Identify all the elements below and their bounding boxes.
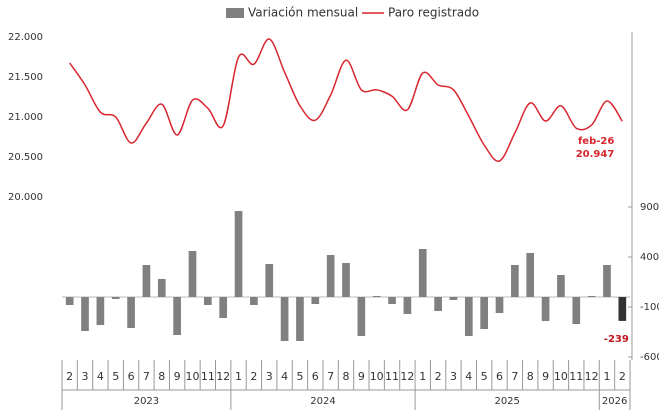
bar [173, 297, 181, 335]
x-tick-label: 10 [554, 370, 568, 383]
data-label: 20.947 [576, 149, 615, 160]
x-tick-label: 1 [235, 370, 242, 383]
bar [372, 296, 381, 297]
bar [250, 297, 258, 305]
x-group-label: 2023 [134, 396, 159, 407]
x-tick-label: 3 [82, 370, 89, 383]
x-tick-label: 12 [400, 370, 414, 383]
y-tick-label: 22.000 [8, 32, 43, 43]
bar [449, 297, 458, 300]
bar [265, 264, 274, 297]
legend-label: Paro registrado [388, 6, 479, 20]
bar [311, 297, 320, 304]
bar [526, 253, 535, 297]
bar [157, 279, 166, 297]
bar [357, 297, 366, 336]
bar [280, 297, 289, 341]
bar [495, 297, 504, 313]
y-tick-label: 20.500 [8, 152, 43, 163]
bar [326, 255, 335, 297]
x-group-label: 2026 [602, 396, 627, 407]
x-tick-label: 2 [619, 370, 626, 383]
y2-tick-label: 900 [640, 202, 659, 213]
x-tick-label: 6 [312, 370, 319, 383]
x-tick-label: 12 [216, 370, 230, 383]
x-tick-label: 3 [266, 370, 273, 383]
bar [296, 297, 304, 341]
x-group-label: 2025 [494, 396, 519, 407]
x-tick-label: 11 [201, 370, 215, 383]
x-tick-label: 4 [465, 370, 472, 383]
x-tick-label: 11 [385, 370, 399, 383]
x-tick-label: 8 [343, 370, 350, 383]
bar [464, 297, 473, 336]
bar [111, 297, 120, 299]
x-tick-label: 2 [435, 370, 442, 383]
x-tick-label: 8 [527, 370, 534, 383]
bar [572, 297, 581, 324]
bar [342, 263, 350, 297]
x-tick-label: 7 [511, 370, 518, 383]
x-tick-label: 11 [569, 370, 583, 383]
bar [403, 297, 412, 314]
bar [81, 297, 89, 331]
bar [127, 297, 135, 328]
x-tick-label: 5 [112, 370, 119, 383]
bar [234, 211, 243, 297]
x-tick-label: 10 [370, 370, 384, 383]
y2-tick-label: 400 [640, 252, 659, 263]
x-tick-label: 5 [296, 370, 303, 383]
line [69, 38, 623, 162]
x-tick-label: 12 [585, 370, 599, 383]
y-tick-label: 20.000 [8, 192, 43, 203]
y-tick-label: 21.000 [8, 112, 43, 123]
x-tick-label: 6 [128, 370, 135, 383]
x-tick-label: 2 [66, 370, 73, 383]
bar [480, 297, 488, 329]
y2-tick-label: -600 [640, 352, 659, 363]
legend-swatch [226, 8, 244, 18]
x-group-label: 2024 [310, 396, 335, 407]
bar [587, 296, 596, 297]
bar [96, 297, 105, 325]
y2-tick-label: -100 [640, 302, 659, 313]
x-tick-label: 8 [158, 370, 165, 383]
bar [511, 265, 519, 297]
bar [603, 265, 611, 297]
x-tick-label: 9 [542, 370, 549, 383]
bar [142, 265, 151, 297]
bar [541, 297, 550, 321]
bar [204, 297, 212, 305]
x-tick-label: 1 [603, 370, 610, 383]
y-tick-label: 21.500 [8, 72, 43, 83]
data-label: -239 [604, 334, 629, 345]
legend-label: Variación mensual [248, 6, 358, 20]
bar [219, 297, 228, 318]
x-tick-label: 7 [327, 370, 334, 383]
x-tick-label: 1 [419, 370, 426, 383]
x-tick-label: 7 [143, 370, 150, 383]
bar [188, 251, 197, 297]
x-tick-label: 6 [496, 370, 503, 383]
bar [418, 249, 427, 297]
x-tick-label: 4 [97, 370, 104, 383]
bar [388, 297, 396, 304]
x-tick-label: 4 [281, 370, 288, 383]
x-tick-label: 2 [250, 370, 257, 383]
x-tick-label: 10 [185, 370, 199, 383]
annotation: feb-26 [578, 136, 614, 147]
x-tick-label: 9 [174, 370, 181, 383]
bar [618, 297, 627, 321]
bar [434, 297, 442, 311]
x-tick-label: 9 [358, 370, 365, 383]
x-tick-label: 5 [481, 370, 488, 383]
x-tick-label: 3 [450, 370, 457, 383]
bar [557, 275, 565, 297]
bar [65, 297, 74, 305]
